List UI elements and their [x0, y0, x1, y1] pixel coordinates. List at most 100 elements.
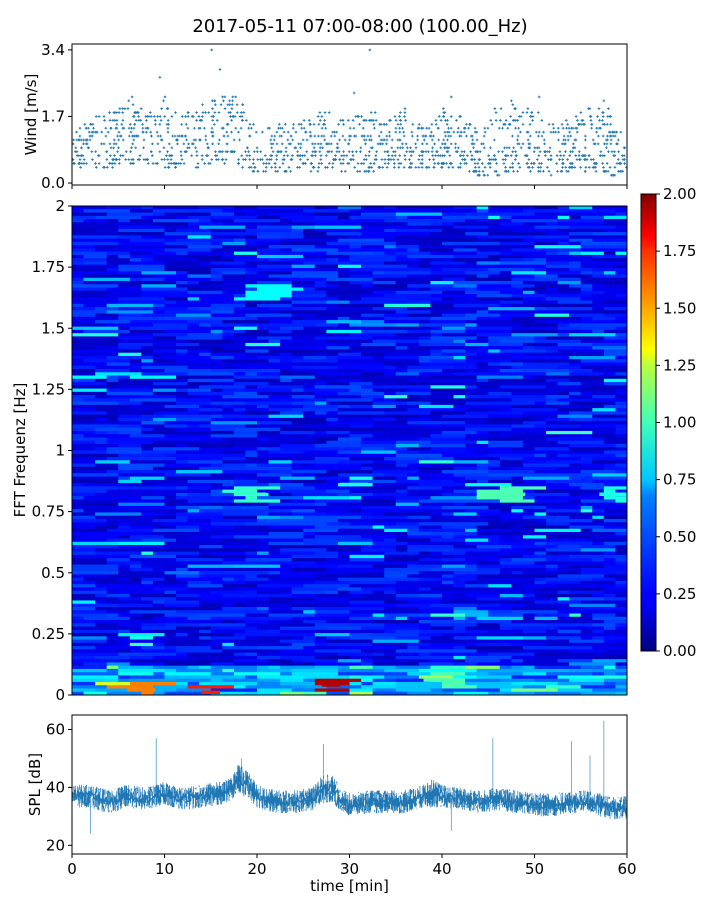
wind-point: [474, 166, 477, 169]
wind-point: [181, 115, 184, 118]
spectrogram-cell: [361, 587, 397, 591]
spectrogram-cell: [418, 626, 431, 631]
colorbar-tick-label: 1.00: [663, 414, 696, 432]
spectrogram-cell: [152, 642, 165, 647]
wind-point: [160, 138, 164, 142]
spectrogram-cell: [488, 450, 524, 455]
spectrogram-cell: [118, 649, 131, 653]
spectrogram-cell: [187, 499, 235, 503]
spectrogram-cell: [106, 440, 154, 445]
spectrogram-cell: [326, 346, 350, 350]
spectrogram-cell: [233, 685, 246, 689]
spectrogram-cell: [268, 450, 304, 455]
spectrogram-cell: [280, 310, 327, 314]
spectrogram-cell: [615, 577, 627, 582]
spectrogram-cell: [95, 681, 131, 686]
spectrogram-cell: [245, 241, 258, 246]
wind-point: [537, 154, 541, 157]
spectrogram-cell: [314, 457, 350, 461]
spectrogram-cell: [592, 672, 605, 676]
spectrogram-cell: [384, 538, 397, 543]
spectrogram-cell: [569, 362, 616, 367]
spectrogram-cell: [384, 561, 408, 565]
spectrogram-cell: [569, 443, 616, 448]
wind-point: [285, 169, 288, 173]
spectrogram-cell: [569, 349, 605, 353]
spectrogram-cell: [349, 593, 362, 598]
spectrogram-cell: [176, 284, 212, 288]
wind-point: [284, 146, 288, 150]
spectrogram-cell: [418, 378, 431, 383]
wind-point: [605, 122, 609, 126]
spectrogram-cell: [418, 587, 431, 591]
spectrogram-cell: [442, 564, 466, 569]
spectrogram-cell: [557, 241, 570, 246]
spectrogram-cell: [106, 600, 154, 605]
spectrogram-cell: [280, 443, 316, 448]
spectrogram-cell: [592, 688, 627, 693]
spectrogram-cell: [83, 303, 108, 308]
spectrogram-cell: [511, 558, 547, 562]
spectrogram-cell: [118, 571, 165, 575]
spectrogram-cell: [176, 473, 212, 477]
spectrogram-cell: [534, 313, 570, 318]
wind-point: [241, 166, 244, 169]
spectrogram-cell: [522, 297, 547, 301]
spectrogram-cell: [603, 271, 616, 275]
spectrogram-cell: [499, 349, 547, 353]
wind-point: [583, 169, 587, 173]
spectrogram-cell: [129, 326, 142, 331]
spectrogram-cell: [257, 665, 269, 670]
spectrogram-cell: [384, 408, 408, 412]
spectrogram-cell: [615, 545, 627, 549]
wind-point: [470, 154, 474, 157]
spectrogram-cell: [106, 528, 154, 533]
wind-point: [340, 169, 343, 173]
spectrogram-cell: [476, 606, 512, 611]
spectrogram-cell: [522, 584, 559, 588]
spectrogram-cell: [453, 457, 501, 461]
wind-point: [583, 122, 586, 126]
spectrogram-cell: [499, 623, 512, 627]
wind-point: [385, 166, 389, 169]
spectrogram-cell: [384, 558, 420, 562]
spectrogram-cell: [210, 303, 246, 308]
spectrogram-cell: [615, 623, 627, 627]
wind-point: [347, 162, 351, 165]
spectrogram-cell: [430, 287, 466, 292]
spectrogram-cell: [291, 261, 304, 265]
spectrogram-cell: [280, 623, 316, 627]
spectrogram-cell: [395, 310, 431, 314]
spectrogram-cell: [569, 225, 616, 230]
wind-point: [595, 130, 598, 134]
spectrogram-cell: [72, 646, 96, 650]
wind-point: [274, 169, 278, 173]
spectrogram-cell: [488, 466, 501, 471]
wind-point: [414, 142, 417, 146]
spectrogram-cell: [534, 401, 547, 406]
spectrogram-cell: [210, 228, 246, 233]
spectrogram-cell: [407, 646, 420, 650]
spectrogram-cell: [499, 395, 547, 399]
wind-point: [601, 122, 605, 126]
spectrogram-cell: [476, 590, 524, 595]
spectrogram-cell: [118, 535, 131, 539]
spectrogram-cell: [418, 323, 466, 327]
spectrogram-cell: [580, 215, 605, 220]
spectrogram-cell: [257, 688, 293, 693]
spectrogram-cell: [580, 421, 616, 425]
wind-point: [267, 162, 271, 165]
spectrogram-cell: [407, 329, 431, 334]
spectrogram-cell: [569, 313, 605, 318]
spectrogram-cell: [222, 222, 269, 226]
colorbar-tick-label: 1.50: [663, 299, 696, 317]
spectrogram-cell: [430, 336, 478, 340]
spectrogram-cell: [72, 375, 108, 380]
wind-point: [528, 122, 532, 126]
spectrogram-cell: [453, 532, 478, 536]
wind-point: [211, 99, 214, 103]
spectrogram-cell: [569, 329, 582, 334]
spectrogram-cell: [72, 264, 119, 269]
spectrogram-cell: [407, 447, 431, 451]
wind-point: [372, 122, 376, 126]
